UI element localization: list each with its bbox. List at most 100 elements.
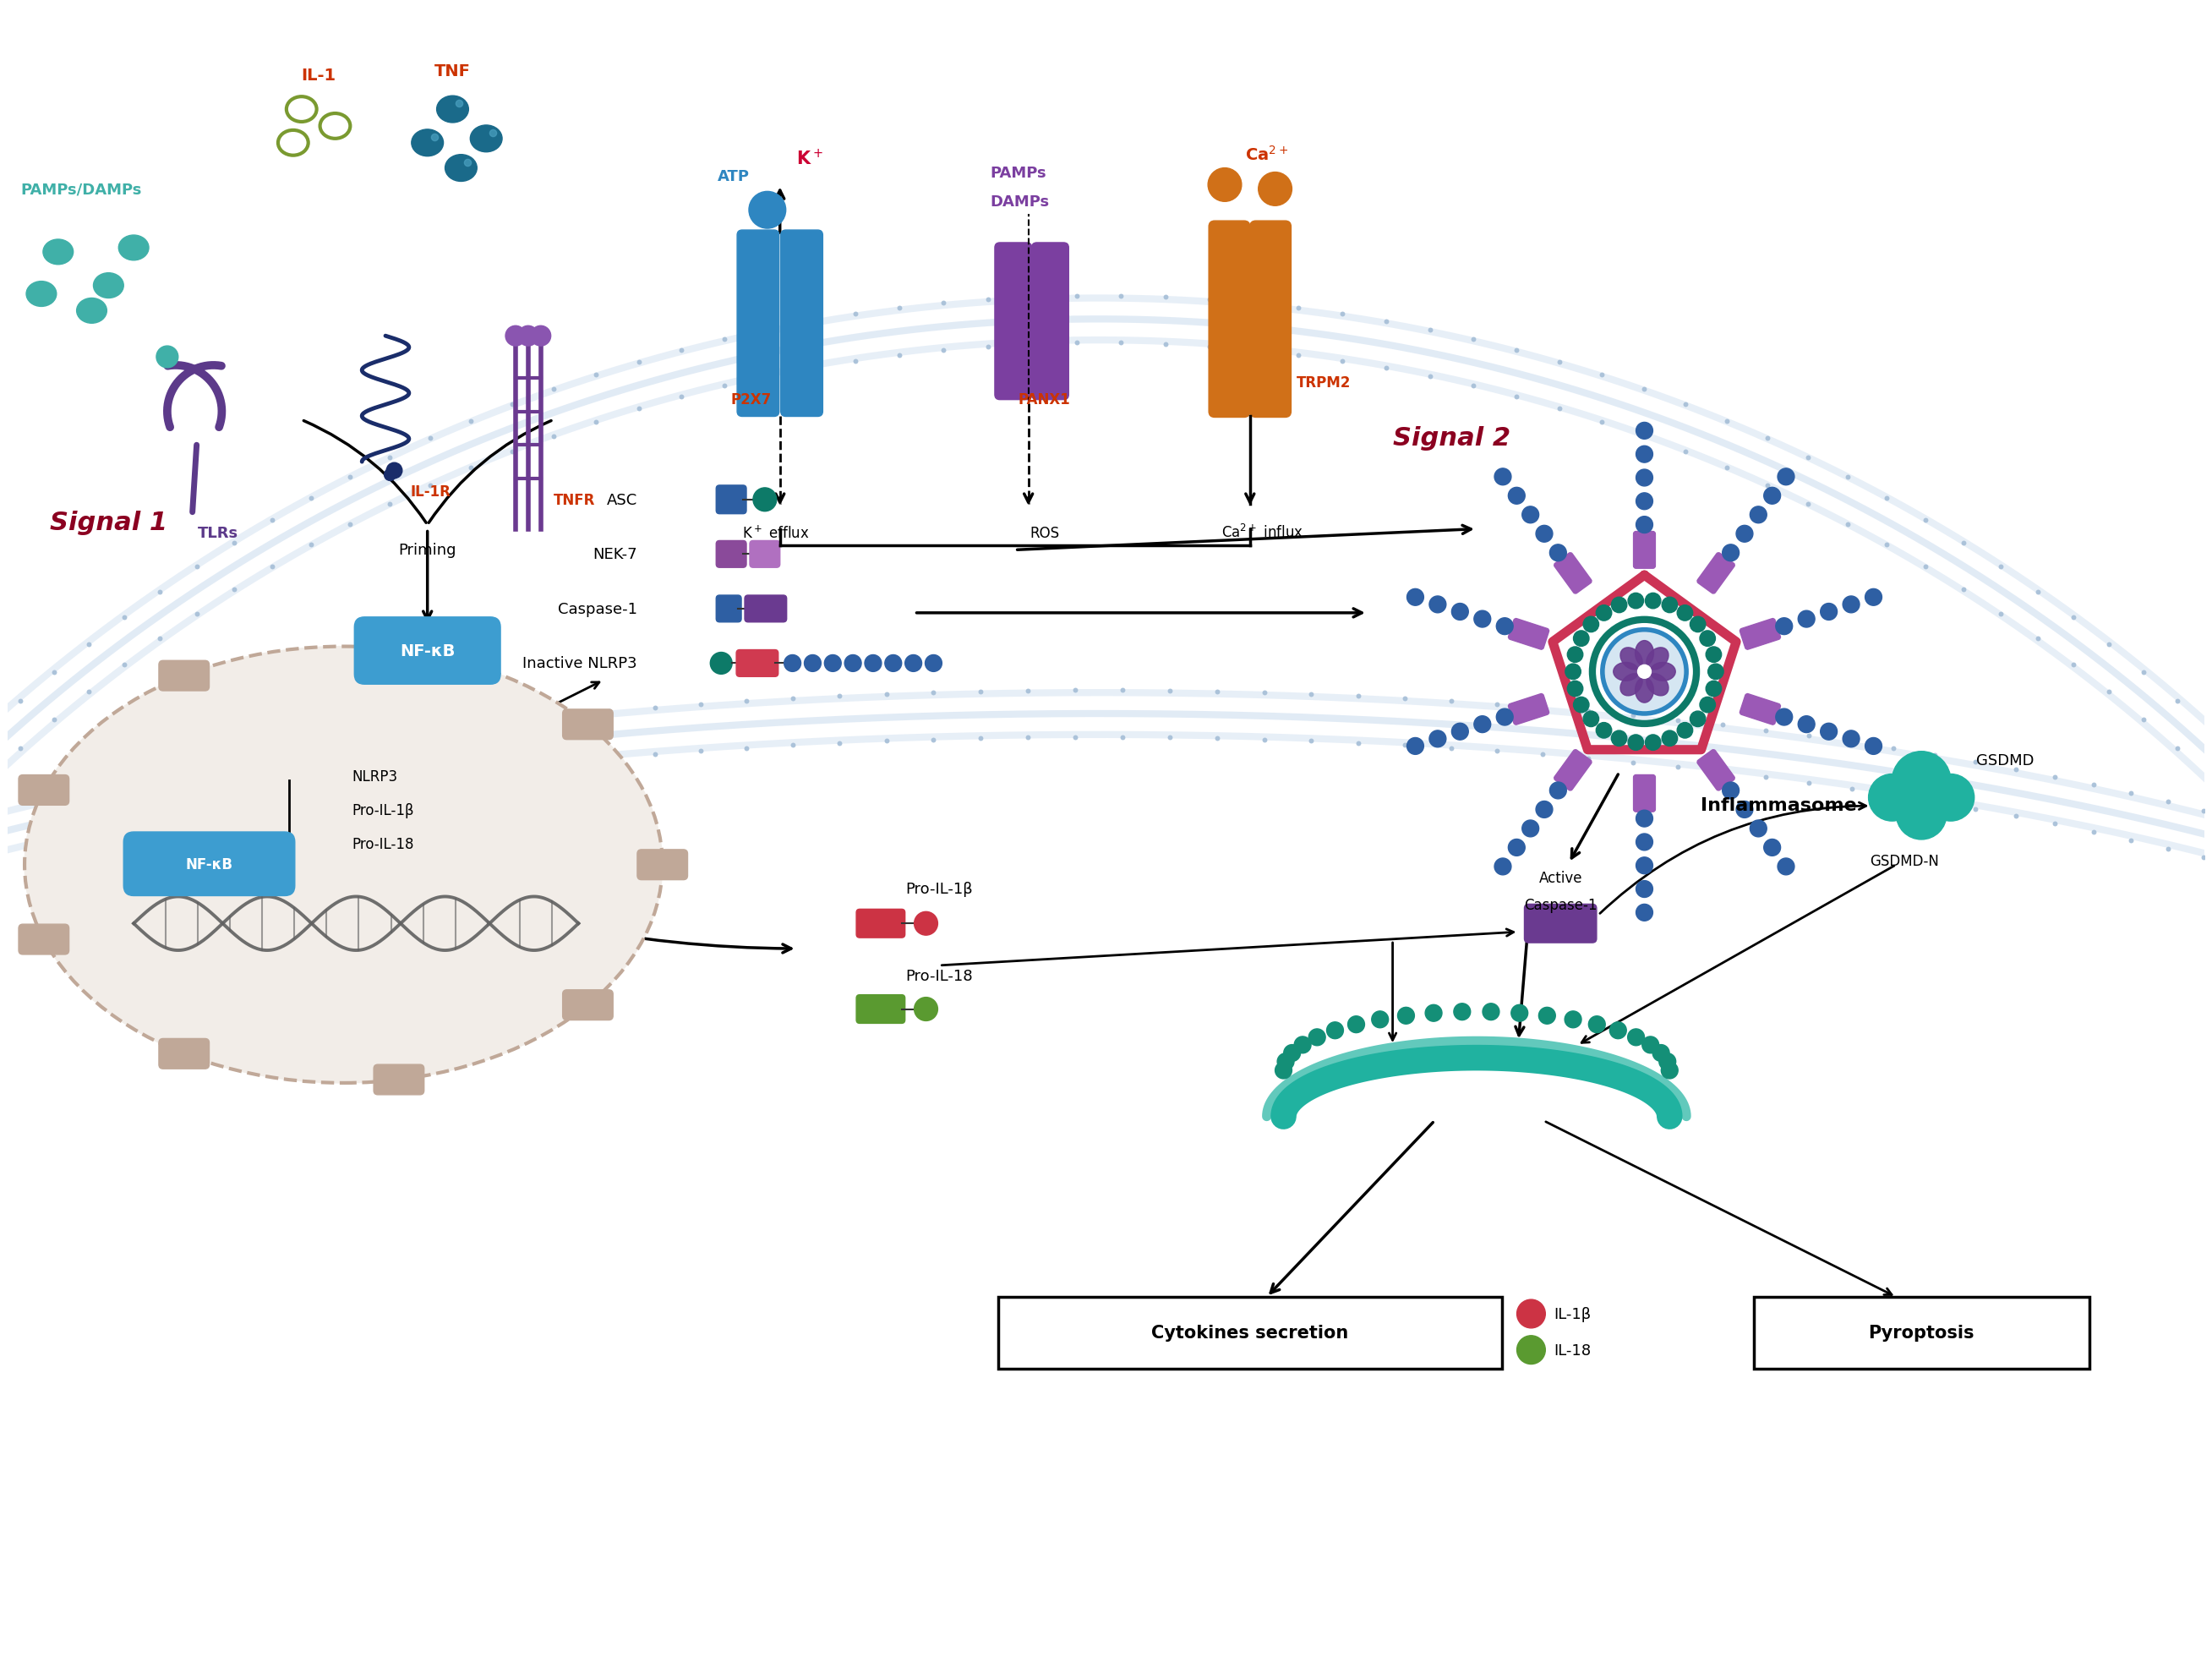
Circle shape <box>531 327 551 347</box>
Circle shape <box>1637 811 1652 827</box>
Point <box>1237 337 1272 364</box>
Text: TNF: TNF <box>434 63 471 80</box>
Point <box>294 532 330 559</box>
Point <box>416 123 451 150</box>
Circle shape <box>1869 774 1916 821</box>
Point <box>580 362 615 389</box>
Point <box>246 789 281 816</box>
Circle shape <box>925 656 942 672</box>
Point <box>823 731 858 757</box>
Circle shape <box>1843 731 1860 747</box>
Circle shape <box>1522 821 1540 837</box>
Circle shape <box>1699 631 1714 647</box>
Point <box>962 726 998 752</box>
Point <box>1869 485 1905 512</box>
Circle shape <box>1597 605 1613 620</box>
Point <box>1498 337 1533 364</box>
Circle shape <box>1891 752 1951 811</box>
Circle shape <box>1495 709 1513 726</box>
Point <box>730 687 765 714</box>
Text: PANX1: PANX1 <box>1018 392 1071 407</box>
Text: NF-κB: NF-κB <box>400 644 456 659</box>
Point <box>1615 749 1650 776</box>
FancyBboxPatch shape <box>18 776 69 806</box>
Circle shape <box>1652 1044 1670 1063</box>
Circle shape <box>1327 1022 1343 1039</box>
Circle shape <box>1473 716 1491 734</box>
Point <box>1011 724 1046 751</box>
Point <box>2126 659 2161 686</box>
Point <box>1958 749 1993 776</box>
Point <box>0 844 11 871</box>
Point <box>1668 392 1703 419</box>
Circle shape <box>1568 681 1584 697</box>
Point <box>927 290 962 317</box>
Text: PAMPs: PAMPs <box>989 165 1046 180</box>
Circle shape <box>1451 604 1469 620</box>
Point <box>869 727 905 754</box>
Point <box>1340 731 1376 757</box>
Circle shape <box>1705 647 1721 662</box>
Point <box>2037 811 2073 837</box>
Point <box>1750 425 1785 452</box>
Circle shape <box>750 192 785 229</box>
FancyBboxPatch shape <box>1754 1298 2090 1368</box>
Point <box>502 707 538 734</box>
Circle shape <box>885 656 902 672</box>
Point <box>1615 702 1650 729</box>
Point <box>1876 782 1911 809</box>
Text: Inflammasome: Inflammasome <box>1701 797 1856 814</box>
Circle shape <box>1310 1029 1325 1046</box>
Point <box>458 712 493 739</box>
Point <box>1152 677 1188 704</box>
Point <box>2020 626 2055 652</box>
FancyBboxPatch shape <box>717 595 741 622</box>
Point <box>1792 771 1827 797</box>
Text: ATP: ATP <box>717 170 750 185</box>
Circle shape <box>1646 736 1661 751</box>
Circle shape <box>1659 1054 1677 1071</box>
FancyBboxPatch shape <box>1697 554 1734 594</box>
Point <box>1918 789 1953 816</box>
Point <box>2112 827 2148 854</box>
Text: IL-1: IL-1 <box>301 68 336 83</box>
Point <box>1480 691 1515 717</box>
Point <box>414 717 449 744</box>
Point <box>1668 439 1703 465</box>
Point <box>1710 455 1745 482</box>
Point <box>927 337 962 364</box>
Text: Caspase-1: Caspase-1 <box>1524 897 1597 912</box>
Circle shape <box>507 327 526 347</box>
Point <box>179 600 215 627</box>
Point <box>376 457 411 484</box>
Point <box>71 679 106 706</box>
Circle shape <box>1628 736 1644 751</box>
Text: GSDMD: GSDMD <box>1975 752 2033 767</box>
Point <box>1834 776 1869 802</box>
Point <box>327 729 363 756</box>
Point <box>372 771 407 797</box>
Point <box>1584 409 1619 435</box>
Point <box>142 579 177 605</box>
Circle shape <box>1927 774 1975 821</box>
Point <box>1571 746 1606 772</box>
Text: Pro-IL-18: Pro-IL-18 <box>352 836 414 852</box>
Point <box>1747 717 1783 744</box>
Circle shape <box>1637 881 1652 897</box>
Circle shape <box>1763 839 1781 856</box>
Circle shape <box>752 489 776 512</box>
Point <box>294 485 330 512</box>
Text: IL-1R: IL-1R <box>411 484 451 499</box>
FancyBboxPatch shape <box>562 991 613 1021</box>
Point <box>730 736 765 762</box>
Text: GSDMD-N: GSDMD-N <box>1869 854 1940 869</box>
Circle shape <box>1347 1016 1365 1032</box>
Circle shape <box>1495 859 1511 876</box>
Circle shape <box>1661 597 1677 614</box>
Circle shape <box>1259 173 1292 207</box>
Point <box>1790 492 1825 519</box>
Point <box>1498 384 1533 410</box>
Point <box>637 742 672 769</box>
FancyBboxPatch shape <box>1741 619 1781 651</box>
Point <box>86 819 122 846</box>
